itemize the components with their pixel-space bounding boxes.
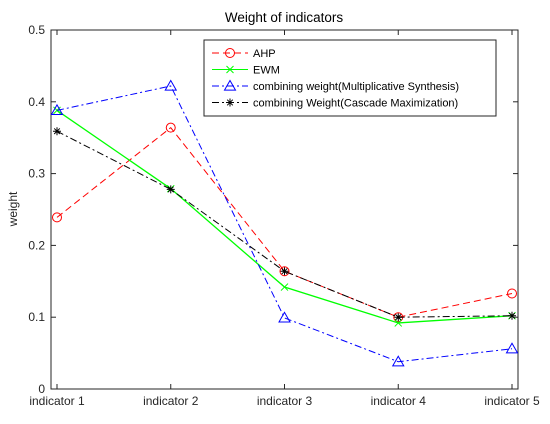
data-point bbox=[166, 185, 175, 194]
series-line bbox=[56, 130, 513, 318]
y-tick-label: 0.3 bbox=[28, 167, 45, 181]
data-point bbox=[394, 319, 403, 327]
legend-label: combining weight(Multiplicative Synthesi… bbox=[253, 81, 459, 93]
series-1 bbox=[52, 122, 517, 323]
legend-entry: combining Weight(Cascade Maximization) bbox=[212, 98, 458, 110]
legend-marker bbox=[225, 48, 235, 58]
y-tick-label: 0.2 bbox=[28, 238, 45, 252]
data-point bbox=[280, 267, 289, 276]
legend-marker bbox=[223, 79, 237, 91]
x-tick-label: indicator 3 bbox=[257, 394, 313, 408]
legend-entry: AHP bbox=[212, 48, 276, 60]
x-axis: indicator 1 indicator 2 indicator 3 indicat… bbox=[29, 30, 540, 408]
y-axis: 0 0.1 0.2 0.3 0.4 0.5 bbox=[28, 23, 518, 396]
y-tick-label: 0.1 bbox=[28, 310, 45, 324]
data-point bbox=[280, 283, 289, 291]
y-tick-label: 0.5 bbox=[28, 23, 45, 37]
data-point bbox=[394, 313, 403, 322]
x-tick-label: indicator 5 bbox=[484, 394, 540, 408]
data-point bbox=[508, 311, 516, 320]
legend-marker bbox=[226, 65, 234, 74]
legend-label: AHP bbox=[253, 48, 276, 60]
data-point bbox=[52, 212, 62, 223]
series-line bbox=[56, 126, 513, 318]
series-layer bbox=[50, 79, 519, 367]
legend-label: combining Weight(Cascade Maximization) bbox=[253, 98, 458, 110]
data-point bbox=[507, 288, 517, 299]
y-tick-label: 0 bbox=[38, 382, 45, 396]
data-point bbox=[391, 355, 405, 367]
legend: AHP EWM combining weight(Multiplicative Sy… bbox=[203, 39, 497, 117]
y-axis-label: weight bbox=[6, 191, 20, 227]
series-4 bbox=[53, 127, 516, 322]
x-tick-label: indicator 1 bbox=[29, 394, 85, 408]
data-point bbox=[505, 342, 519, 354]
data-point bbox=[278, 311, 291, 323]
data-point bbox=[53, 127, 61, 136]
x-tick-label: indicator 4 bbox=[371, 394, 427, 408]
y-tick-label: 0.4 bbox=[28, 95, 45, 109]
legend-entry: EWM bbox=[212, 65, 280, 77]
legend-box bbox=[203, 39, 497, 117]
data-point bbox=[164, 79, 178, 91]
data-point bbox=[165, 122, 176, 133]
x-tick-label: indicator 2 bbox=[143, 394, 199, 408]
chart-title: Weight of indicators bbox=[225, 10, 344, 25]
data-point bbox=[279, 266, 290, 277]
legend-entry: combining weight(Multiplicative Synthesi… bbox=[212, 79, 459, 93]
legend-marker bbox=[226, 98, 234, 107]
data-point bbox=[50, 103, 64, 116]
legend-label: EWM bbox=[253, 65, 280, 77]
series-3 bbox=[50, 79, 519, 367]
series-line bbox=[56, 85, 513, 363]
